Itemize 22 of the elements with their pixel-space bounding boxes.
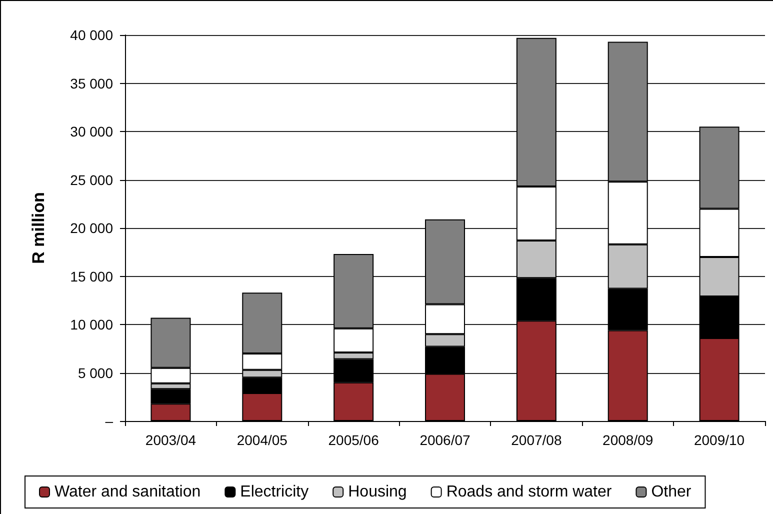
x-tick-label: 2005/06 [328, 432, 380, 448]
legend-label: Electricity [240, 484, 309, 500]
y-tick-label: – [105, 413, 114, 429]
legend-label: Housing [348, 484, 407, 500]
x-tick-label: 2004/05 [236, 432, 288, 448]
legend-label: Other [651, 484, 692, 500]
y-tick-label: 5 000 [78, 364, 114, 381]
x-tick-label: 2006/07 [420, 432, 471, 448]
x-tick-label: 2009/10 [694, 432, 745, 448]
y-tick-label: 15 000 [70, 268, 114, 284]
legend-label: Water and sanitation [54, 484, 201, 500]
y-axis-title: R million [29, 192, 48, 264]
x-tick-label: 2008/09 [602, 432, 654, 448]
y-tick-label: 30 000 [70, 124, 114, 140]
legend-label: Roads and storm water [446, 484, 612, 500]
y-tick-label: 40 000 [70, 27, 114, 43]
y-tick-label: 25 000 [70, 172, 114, 188]
x-tick-label: 2007/08 [511, 432, 562, 448]
y-tick-label: 10 000 [70, 316, 114, 332]
y-tick-label: 20 000 [70, 220, 114, 236]
y-tick-label: 35 000 [70, 75, 114, 92]
x-tick-label: 2003/04 [145, 432, 196, 448]
